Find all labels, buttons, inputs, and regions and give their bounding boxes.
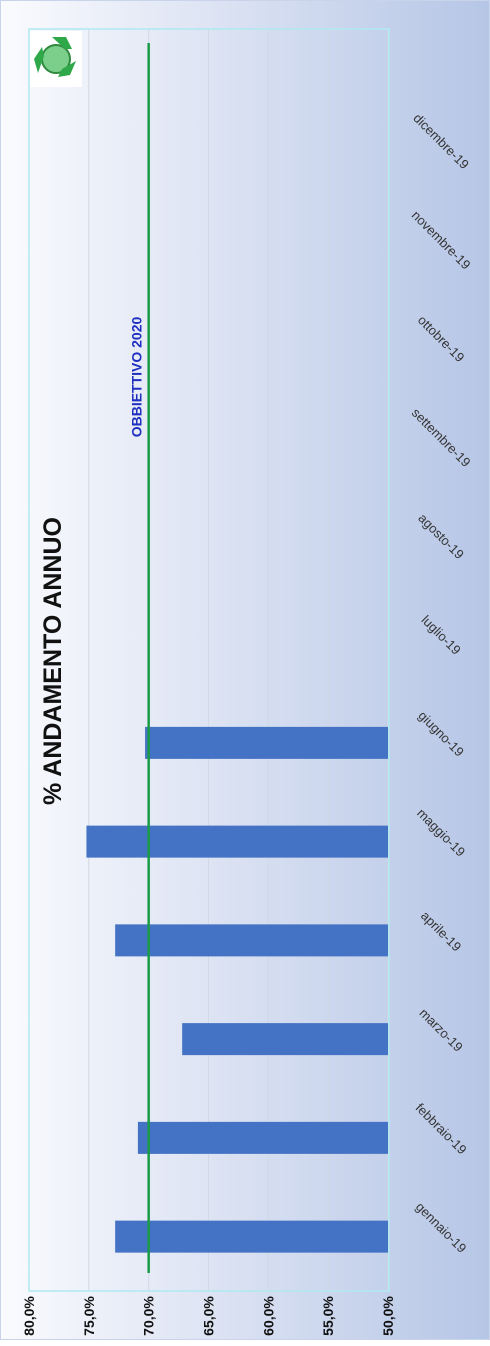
target-line-group: OBBIETTIVO 2020	[129, 43, 150, 1273]
category-tick-label: novembre-19	[409, 208, 474, 273]
value-tick-label: 70,0%	[141, 1296, 157, 1336]
category-tick-label: luglio-19	[418, 612, 463, 657]
bar	[86, 825, 388, 858]
category-tick-label: dicembre-19	[410, 110, 472, 172]
recycle-globe-icon	[30, 31, 82, 87]
bar	[137, 1121, 388, 1154]
category-tick-label: gennaio-19	[413, 1199, 470, 1256]
target-label: OBBIETTIVO 2020	[129, 316, 145, 437]
category-tick-label: ottobre-19	[415, 312, 468, 365]
bar	[115, 924, 388, 957]
value-axis-ticks: 50,0% 55,0% 60,0% 65,0% 70,0% 75,0% 80,0%	[21, 1296, 396, 1336]
value-tick-label: 65,0%	[201, 1296, 217, 1336]
category-tick-label: settembre-19	[409, 405, 474, 470]
category-tick-label: febbraio-19	[413, 1100, 470, 1157]
value-tick-label: 80,0%	[21, 1296, 37, 1336]
category-tick-label: giugno-19	[415, 708, 466, 759]
category-tick-label: maggio-19	[414, 805, 468, 859]
bar	[115, 1220, 388, 1253]
chart-title: % ANDAMENTO ANNUO	[39, 517, 67, 805]
value-tick-label: 50,0%	[380, 1296, 396, 1336]
category-tick-label: marzo-19	[416, 1005, 465, 1054]
category-tick-label: agosto-19	[415, 510, 466, 561]
category-axis-ticks: gennaio-19 febbraio-19 marzo-19 aprile-19 ma…	[409, 110, 474, 1255]
value-tick-label: 60,0%	[260, 1296, 276, 1336]
plot-border	[28, 28, 390, 1292]
bar	[145, 726, 388, 759]
value-tick-label: 55,0%	[320, 1296, 336, 1336]
value-tick-label: 75,0%	[81, 1296, 97, 1336]
bar	[182, 1023, 388, 1056]
bars	[86, 726, 388, 1253]
category-tick-label: aprile-19	[418, 908, 464, 954]
gridlines	[28, 29, 389, 1291]
